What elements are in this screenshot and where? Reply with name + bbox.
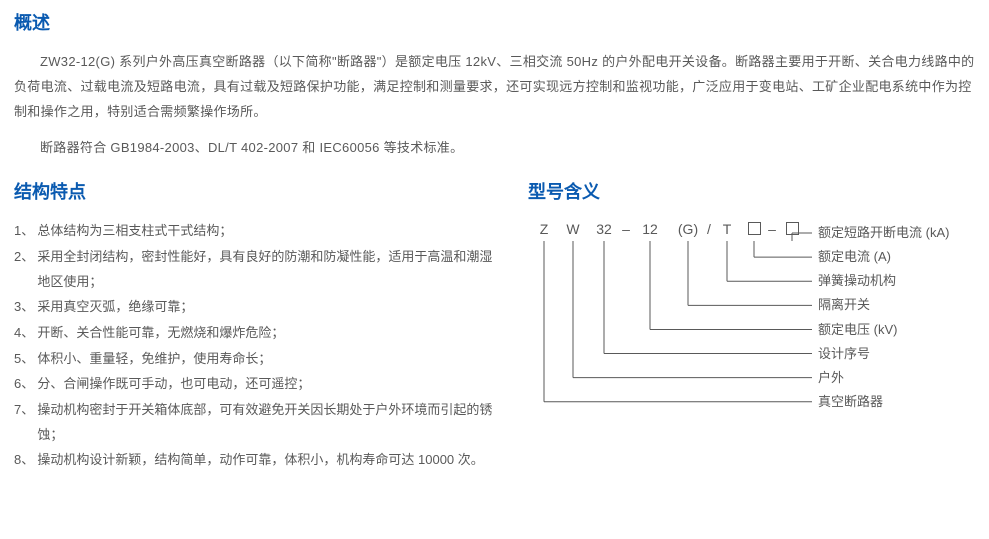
feature-item: 3、采用真空灭弧，绝缘可靠；	[14, 295, 498, 320]
feature-item: 2、采用全封闭结构，密封性能好，具有良好的防潮和防凝性能，适用于高温和潮湿地区使…	[14, 245, 498, 294]
model-code-seg-text: Z	[532, 219, 556, 239]
feature-item: 6、分、合闸操作既可手动，也可电动，还可遥控；	[14, 372, 498, 397]
feature-item-number: 3、	[14, 295, 34, 320]
model-code-seg: 12	[636, 219, 664, 239]
feature-item-text: 总体结构为三相支柱式干式结构；	[37, 223, 232, 238]
model-code-seg-text: –	[764, 219, 780, 239]
model-desc-item: 隔离开关	[818, 293, 949, 317]
model-code-seg-text: /	[704, 219, 714, 239]
model-heading: 型号含义	[528, 175, 975, 209]
model-code-seg-text: 12	[636, 219, 664, 239]
model-desc-item: 弹簧操动机构	[818, 269, 949, 293]
features-list: 1、总体结构为三相支柱式干式结构；2、采用全封闭结构，密封性能好，具有良好的防潮…	[14, 219, 498, 473]
model-code-seg	[744, 219, 764, 239]
model-desc-item: 额定电压 (kV)	[818, 318, 949, 342]
feature-item: 8、操动机构设计新颖，结构简单，动作可靠，体积小，机构寿命可达 10000 次。	[14, 448, 498, 473]
model-code-seg: W	[558, 219, 588, 239]
placeholder-box-icon	[786, 222, 799, 235]
feature-item: 4、开断、关合性能可靠，无燃烧和爆炸危险；	[14, 321, 498, 346]
model-code-seg-text: (G)	[672, 219, 704, 239]
model-code-seg-text: W	[558, 219, 588, 239]
model-code-seg-text	[782, 219, 802, 239]
model-desc-item: 真空断路器	[818, 390, 949, 414]
feature-item-text: 体积小、重量轻，免维护，使用寿命长；	[37, 351, 271, 366]
overview-para-2: 断路器符合 GB1984-2003、DL/T 402-2007 和 IEC600…	[14, 136, 975, 161]
feature-item-number: 2、	[14, 245, 34, 270]
features-section: 结构特点 1、总体结构为三相支柱式干式结构；2、采用全封闭结构，密封性能好，具有…	[14, 175, 514, 474]
placeholder-box-icon	[748, 222, 761, 235]
feature-item-number: 4、	[14, 321, 34, 346]
feature-item-text: 开断、关合性能可靠，无燃烧和爆炸危险；	[37, 325, 284, 340]
model-code-seg: Z	[532, 219, 556, 239]
model-code-seg: /	[704, 219, 714, 239]
model-code-seg-text: T	[716, 219, 738, 239]
model-desc-list: 额定短路开断电流 (kA)额定电流 (A)弹簧操动机构隔离开关额定电压 (kV)…	[818, 221, 949, 414]
feature-item-number: 7、	[14, 398, 34, 423]
feature-item-text: 采用真空灭弧，绝缘可靠；	[37, 299, 193, 314]
feature-item-number: 6、	[14, 372, 34, 397]
feature-item-text: 操动机构设计新颖，结构简单，动作可靠，体积小，机构寿命可达 10000 次。	[37, 452, 483, 467]
overview-para-1: ZW32-12(G) 系列户外高压真空断路器（以下简称"断路器"）是额定电压 1…	[14, 50, 975, 124]
overview-heading: 概述	[14, 6, 975, 40]
feature-item-text: 分、合闸操作既可手动，也可电动，还可遥控；	[37, 376, 310, 391]
model-meaning-section: 型号含义 ZW32–12(G)/T– 额定短路开断电流 (kA)额定电流 (A)…	[514, 175, 975, 474]
feature-item-text: 操动机构密封于开关箱体底部，可有效避免开关因长期处于户外环境而引起的锈蚀；	[37, 402, 492, 442]
model-code-seg: (G)	[672, 219, 704, 239]
model-desc-item: 额定电流 (A)	[818, 245, 949, 269]
model-code-seg-text	[744, 219, 764, 239]
model-desc-item: 额定短路开断电流 (kA)	[818, 221, 949, 245]
feature-item-number: 5、	[14, 347, 34, 372]
features-heading: 结构特点	[14, 175, 498, 209]
model-code-seg: –	[618, 219, 634, 239]
feature-item-number: 8、	[14, 448, 34, 473]
feature-item: 5、体积小、重量轻，免维护，使用寿命长；	[14, 347, 498, 372]
model-code-seg-text: 32	[590, 219, 618, 239]
feature-item: 7、操动机构密封于开关箱体底部，可有效避免开关因长期处于户外环境而引起的锈蚀；	[14, 398, 498, 447]
model-code-seg	[782, 219, 802, 239]
overview-section: 概述 ZW32-12(G) 系列户外高压真空断路器（以下简称"断路器"）是额定电…	[14, 6, 975, 161]
feature-item-number: 1、	[14, 219, 34, 244]
model-desc-item: 设计序号	[818, 342, 949, 366]
model-code-seg: –	[764, 219, 780, 239]
model-diagram: ZW32–12(G)/T– 额定短路开断电流 (kA)额定电流 (A)弹簧操动机…	[528, 219, 975, 469]
feature-item: 1、总体结构为三相支柱式干式结构；	[14, 219, 498, 244]
model-code-seg-text: –	[618, 219, 634, 239]
model-code-seg: 32	[590, 219, 618, 239]
feature-item-text: 采用全封闭结构，密封性能好，具有良好的防潮和防凝性能，适用于高温和潮湿地区使用；	[37, 249, 492, 289]
model-desc-item: 户外	[818, 366, 949, 390]
model-code-seg: T	[716, 219, 738, 239]
